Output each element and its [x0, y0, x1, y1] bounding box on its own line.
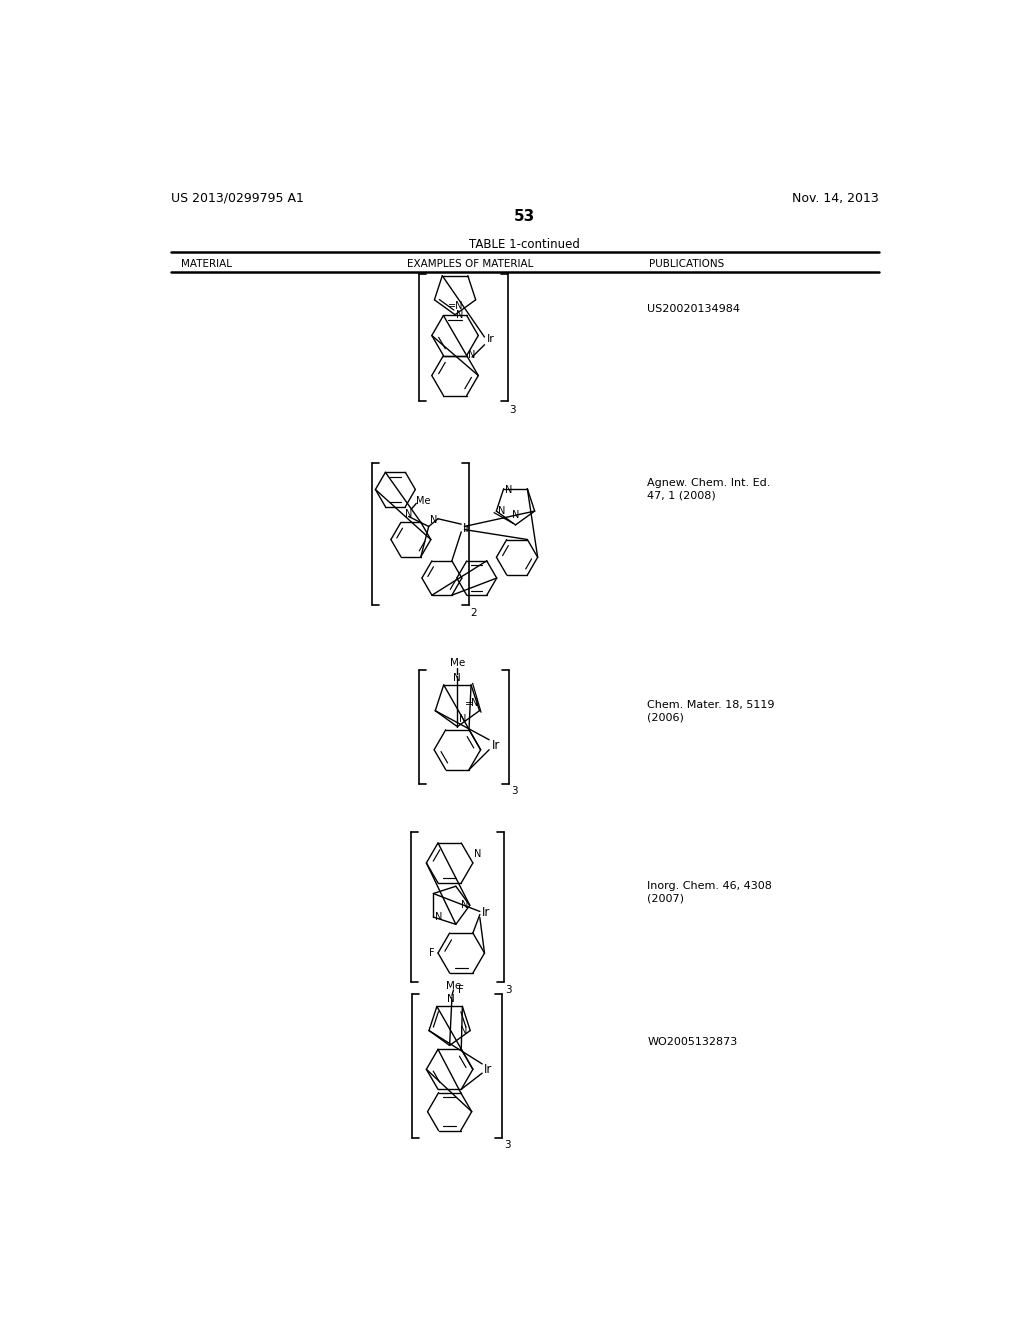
Text: N: N — [474, 849, 482, 859]
Text: Me: Me — [445, 981, 461, 991]
Text: F: F — [428, 948, 434, 958]
Text: Ir: Ir — [492, 739, 501, 751]
Text: Ir: Ir — [463, 521, 472, 535]
Text: Chem. Mater. 18, 5119: Chem. Mater. 18, 5119 — [647, 700, 775, 710]
Text: PUBLICATIONS: PUBLICATIONS — [649, 259, 724, 269]
Text: TABLE 1-continued: TABLE 1-continued — [469, 238, 581, 251]
Text: N: N — [505, 486, 513, 495]
Text: Ir: Ir — [482, 907, 490, 920]
Text: F: F — [459, 985, 464, 995]
Text: N: N — [471, 697, 478, 708]
Text: =N: =N — [449, 301, 464, 312]
Text: N: N — [468, 350, 476, 360]
Text: N: N — [430, 515, 438, 525]
Text: Nov. 14, 2013: Nov. 14, 2013 — [793, 191, 879, 205]
Text: 3: 3 — [506, 985, 512, 994]
Text: Inorg. Chem. 46, 4308: Inorg. Chem. 46, 4308 — [647, 880, 772, 891]
Text: N: N — [447, 994, 455, 1005]
Text: Agnew. Chem. Int. Ed.: Agnew. Chem. Int. Ed. — [647, 478, 771, 488]
Text: N: N — [460, 1026, 467, 1036]
Text: US20020134984: US20020134984 — [647, 304, 740, 314]
Text: N: N — [404, 510, 413, 519]
Text: Ir: Ir — [486, 334, 495, 345]
Text: WO2005132873: WO2005132873 — [647, 1038, 737, 1047]
Text: 47, 1 (2008): 47, 1 (2008) — [647, 491, 716, 500]
Text: =: = — [465, 700, 473, 710]
Text: N: N — [461, 900, 468, 911]
Text: MATERIAL: MATERIAL — [180, 259, 231, 269]
Text: EXAMPLES OF MATERIAL: EXAMPLES OF MATERIAL — [407, 259, 534, 269]
Text: 53: 53 — [514, 209, 536, 223]
Text: US 2013/0299795 A1: US 2013/0299795 A1 — [171, 191, 303, 205]
Text: N: N — [435, 912, 442, 923]
Text: 3: 3 — [511, 785, 517, 796]
Text: 3: 3 — [504, 1140, 511, 1150]
Text: Me: Me — [417, 496, 431, 506]
Text: 3: 3 — [509, 405, 516, 414]
Text: N: N — [498, 506, 505, 516]
Text: 2: 2 — [471, 609, 477, 618]
Text: Me: Me — [450, 657, 465, 668]
Text: (2006): (2006) — [647, 713, 684, 722]
Text: N: N — [459, 714, 466, 723]
Text: N: N — [456, 310, 464, 321]
Text: N: N — [512, 511, 519, 520]
Text: (2007): (2007) — [647, 894, 684, 903]
Text: Ir: Ir — [484, 1063, 493, 1076]
Text: N: N — [454, 673, 461, 684]
